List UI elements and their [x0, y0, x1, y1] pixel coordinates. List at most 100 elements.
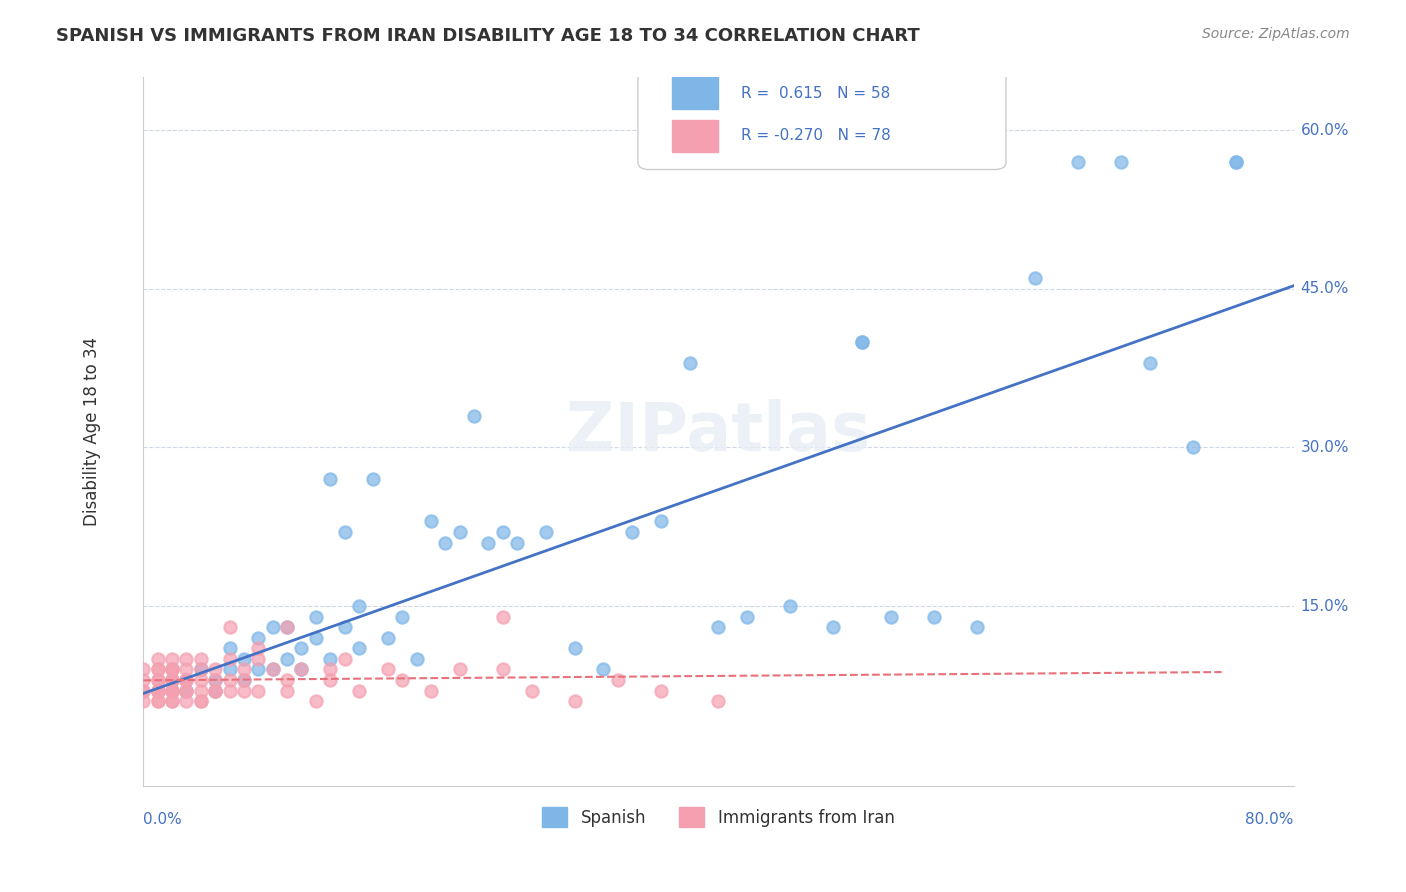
Point: [463, 409, 485, 423]
Point: [1139, 356, 1161, 370]
Text: Disability Age 18 to 34: Disability Age 18 to 34: [83, 337, 101, 526]
Point: [319, 652, 342, 666]
Point: [1225, 155, 1247, 169]
Point: [333, 524, 356, 539]
Point: [176, 673, 198, 687]
Point: [391, 673, 413, 687]
Text: Source: ZipAtlas.com: Source: ZipAtlas.com: [1202, 27, 1350, 41]
Point: [319, 673, 342, 687]
Point: [319, 472, 342, 486]
Point: [218, 673, 240, 687]
Point: [506, 535, 529, 549]
Point: [434, 535, 457, 549]
Point: [262, 663, 284, 677]
Point: [247, 663, 270, 677]
Point: [160, 663, 183, 677]
Point: [492, 524, 515, 539]
Point: [347, 641, 370, 656]
Legend: Spanish, Immigrants from Iran: Spanish, Immigrants from Iran: [536, 800, 901, 834]
Point: [190, 663, 212, 677]
Point: [146, 673, 169, 687]
Point: [160, 673, 183, 687]
Point: [391, 609, 413, 624]
Point: [290, 641, 312, 656]
Point: [233, 673, 256, 687]
Point: [276, 620, 298, 634]
Point: [564, 641, 586, 656]
Point: [592, 663, 614, 677]
Point: [405, 652, 427, 666]
Point: [146, 694, 169, 708]
Point: [146, 663, 169, 677]
Point: [132, 683, 155, 698]
Point: [492, 663, 515, 677]
Point: [233, 652, 256, 666]
Point: [160, 694, 183, 708]
Point: [290, 663, 312, 677]
Point: [218, 620, 240, 634]
Point: [363, 472, 385, 486]
Point: [449, 524, 471, 539]
Point: [160, 683, 183, 698]
Text: 45.0%: 45.0%: [1301, 281, 1350, 296]
Point: [160, 694, 183, 708]
Point: [477, 535, 499, 549]
Point: [160, 683, 183, 698]
Point: [176, 683, 198, 698]
Point: [146, 683, 169, 698]
Text: R =  0.615   N = 58: R = 0.615 N = 58: [741, 86, 890, 101]
Point: [247, 641, 270, 656]
Point: [160, 673, 183, 687]
Point: [176, 694, 198, 708]
Point: [880, 609, 903, 624]
Point: [204, 673, 226, 687]
Point: [851, 334, 873, 349]
Point: [146, 683, 169, 698]
Point: [176, 673, 198, 687]
Point: [333, 652, 356, 666]
Point: [190, 652, 212, 666]
Point: [707, 620, 730, 634]
Point: [247, 631, 270, 645]
Point: [132, 663, 155, 677]
Point: [146, 683, 169, 698]
Point: [160, 683, 183, 698]
FancyBboxPatch shape: [638, 56, 1005, 169]
Point: [1109, 155, 1132, 169]
Point: [305, 609, 328, 624]
Point: [218, 652, 240, 666]
Point: [1181, 441, 1204, 455]
Point: [190, 694, 212, 708]
Point: [176, 683, 198, 698]
Point: [377, 663, 399, 677]
Point: [419, 683, 441, 698]
Bar: [672, 120, 718, 152]
Bar: [672, 78, 718, 110]
Point: [190, 663, 212, 677]
Text: 60.0%: 60.0%: [1301, 123, 1350, 137]
Point: [319, 663, 342, 677]
Text: 15.0%: 15.0%: [1301, 599, 1350, 614]
Point: [1225, 155, 1247, 169]
Point: [650, 515, 672, 529]
Point: [606, 673, 628, 687]
Point: [160, 673, 183, 687]
Point: [146, 652, 169, 666]
Point: [132, 694, 155, 708]
Point: [233, 683, 256, 698]
Point: [190, 683, 212, 698]
Point: [146, 673, 169, 687]
Point: [419, 515, 441, 529]
Point: [204, 663, 226, 677]
Point: [218, 663, 240, 677]
Point: [160, 663, 183, 677]
Text: 0.0%: 0.0%: [143, 813, 183, 827]
Point: [233, 663, 256, 677]
Point: [204, 683, 226, 698]
Point: [190, 673, 212, 687]
Point: [922, 609, 945, 624]
Point: [564, 694, 586, 708]
Point: [1067, 155, 1090, 169]
Point: [492, 609, 515, 624]
Point: [534, 524, 557, 539]
